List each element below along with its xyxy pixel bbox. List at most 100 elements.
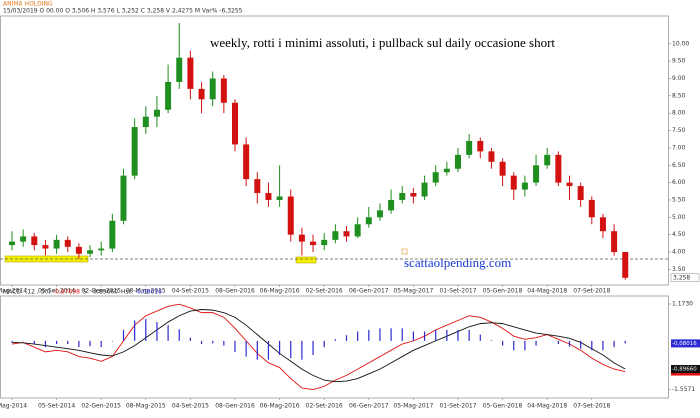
macd-line — [11, 309, 626, 383]
candle-body — [165, 81, 172, 110]
y-tick-label: 7.50 — [672, 127, 686, 134]
candle-body — [611, 231, 618, 253]
x-tick-label: 05-Mag-2017 — [393, 288, 433, 295]
x-tick-label: 05-Mag-2017 — [393, 403, 433, 410]
candle-body — [31, 236, 38, 246]
x-tick-label: 08-Gen-2016 — [215, 288, 255, 295]
x-tick-label: 04-Mag-2018 — [527, 403, 567, 410]
y-tick-label: 5.00 — [672, 214, 686, 221]
candle-body — [142, 116, 149, 128]
candle-body — [399, 193, 406, 200]
candle-body — [176, 57, 183, 82]
candle-body — [510, 175, 517, 190]
x-tick-label: 07-Set-2018 — [573, 288, 610, 295]
candle-body — [98, 248, 105, 251]
candle-body — [443, 168, 450, 173]
y-tick-label: 8.50 — [672, 92, 686, 99]
candle-body — [75, 246, 82, 254]
candle-body — [376, 210, 383, 218]
candle-body — [276, 196, 283, 200]
y-tick-label: 6.00 — [672, 179, 686, 186]
last-value-box — [670, 273, 700, 283]
y-tick-label: 10.00 — [672, 40, 689, 47]
last-value-box — [671, 339, 700, 348]
y-tick-label: 8.00 — [672, 110, 686, 117]
candle-body — [310, 241, 317, 246]
x-tick-label: 05-Gen-2018 — [483, 403, 523, 410]
candle-body — [365, 217, 372, 225]
x-tick-label: 02-Gen-2015 — [81, 403, 121, 410]
annotation: weekly, rotti i minimi assoluti, i pullb… — [210, 35, 555, 50]
last-value-label: 3,258 — [673, 274, 690, 281]
candle-body — [622, 252, 629, 278]
candle-body — [466, 140, 473, 155]
macd-panel — [0, 295, 669, 399]
candle-body — [287, 196, 294, 235]
candle-body — [187, 57, 194, 89]
y-tick-label: 1.1730 — [672, 301, 693, 308]
candle-body — [432, 172, 439, 183]
x-tick-label: 08-Mag-2015 — [126, 288, 166, 295]
x-tick-label: 01-Set-2017 — [439, 288, 476, 295]
candle-body — [9, 241, 15, 246]
candle-body — [321, 239, 328, 246]
x-tick-label: 02-Set-2016 — [306, 288, 343, 295]
y-tick-label: 9.50 — [672, 58, 686, 65]
legend-text: -0,08016 — [135, 289, 162, 296]
candle-body — [499, 161, 506, 176]
candle-body — [109, 220, 116, 249]
candle-body — [544, 154, 551, 166]
x-tick-label: 06-Mag-2016 — [260, 288, 300, 295]
candle-body — [232, 102, 238, 145]
x-tick-label: 06-Gen-2017 — [349, 288, 389, 295]
x-tick-label: 06-Gen-2017 — [349, 403, 389, 410]
candle-body — [120, 175, 127, 221]
candle-body — [388, 199, 395, 211]
macd-line — [11, 303, 626, 390]
y-tick-label: 3.50 — [672, 266, 686, 273]
last-value-label: -0,08016 — [672, 341, 697, 347]
price-panel — [0, 15, 669, 286]
candle-body — [421, 182, 428, 197]
candle-body — [354, 224, 361, 237]
price-info: 15/03/2019 O 00.00 O 3,506 H 3,576 L 3,2… — [3, 8, 243, 15]
candle-body — [198, 88, 205, 100]
last-value-box — [671, 365, 700, 374]
candle-body — [332, 231, 339, 240]
x-tick-label: 04-Set-2015 — [172, 403, 209, 410]
y-tick-label: 7.00 — [672, 144, 686, 151]
legend-text: MACD — [3, 289, 21, 296]
x-tick-label: 05-Set-2014 — [38, 403, 75, 410]
x-tick-label: Mag-2014 — [0, 288, 27, 295]
candle-body — [254, 179, 261, 194]
legend-text: S — [83, 289, 87, 296]
candle-body — [488, 151, 495, 162]
candle-body — [521, 182, 528, 190]
x-tick-label: 08-Gen-2016 — [215, 403, 255, 410]
x-tick-label: 04-Mag-2018 — [527, 288, 567, 295]
x-tick-label: 06-Mag-2016 — [260, 403, 300, 410]
support-highlight — [295, 256, 317, 264]
candle-body — [533, 165, 540, 183]
x-tick-label: Mag-2014 — [0, 403, 27, 410]
y-tick-label: 6.50 — [672, 162, 686, 169]
candle-body — [588, 199, 595, 218]
candle-body — [87, 250, 94, 254]
candle-body — [265, 193, 272, 200]
x-tick-label: 05-Set-2014 — [38, 288, 75, 295]
candle-body — [577, 186, 584, 200]
x-tick-label: 04-Set-2015 — [172, 288, 209, 295]
candle-body — [477, 140, 484, 152]
y-tick-label: 4.50 — [672, 231, 686, 238]
candle-body — [599, 217, 606, 232]
candle-body — [53, 239, 60, 249]
candle-body — [42, 245, 49, 249]
candle-body — [131, 127, 138, 176]
candle-body — [343, 231, 350, 237]
watermark: scattaolpending.com — [404, 255, 511, 270]
candle-body — [566, 182, 573, 187]
candle-body — [20, 236, 27, 242]
x-tick-label: 08-Mag-2015 — [126, 403, 166, 410]
y-tick-label: 5.50 — [672, 196, 686, 203]
legend-text: (12 , 50) — [25, 289, 51, 296]
